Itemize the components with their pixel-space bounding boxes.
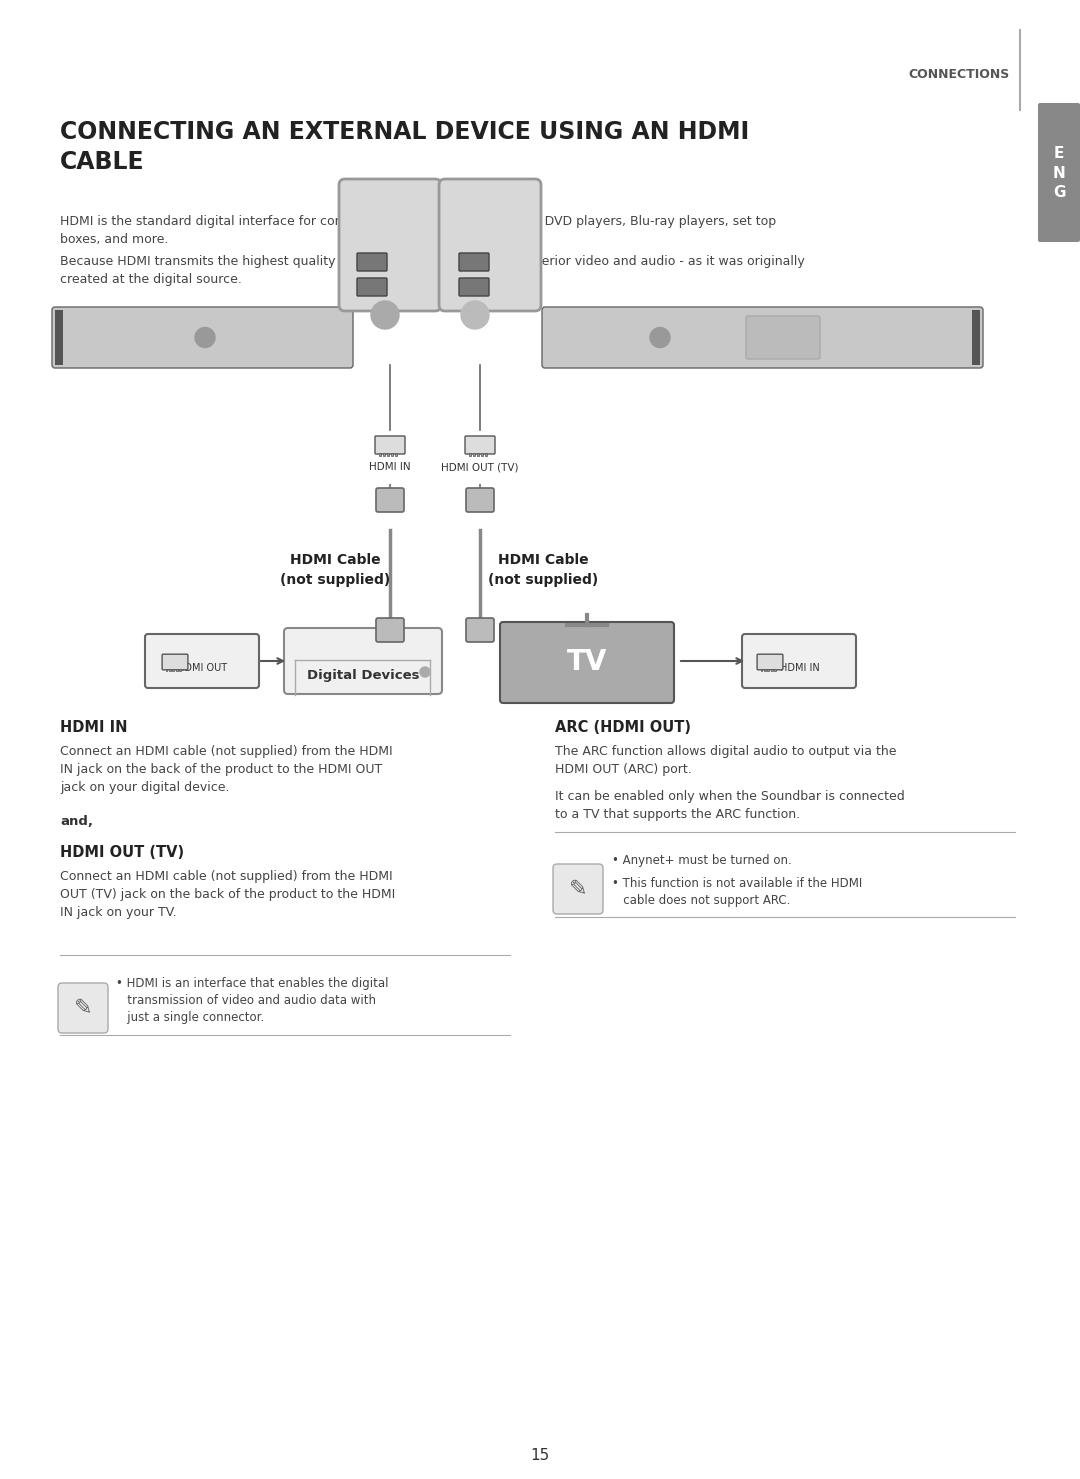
Bar <box>170 669 171 671</box>
Text: HDMI IN: HDMI IN <box>369 461 410 472</box>
Bar <box>764 669 766 671</box>
Bar <box>379 453 381 456</box>
Text: Connect an HDMI cable (not supplied) from the HDMI
IN jack on the back of the pr: Connect an HDMI cable (not supplied) fro… <box>60 745 393 794</box>
FancyBboxPatch shape <box>376 488 404 512</box>
FancyBboxPatch shape <box>972 311 980 365</box>
FancyBboxPatch shape <box>375 436 405 454</box>
Bar <box>383 453 384 456</box>
FancyBboxPatch shape <box>145 634 259 688</box>
FancyBboxPatch shape <box>465 618 494 642</box>
FancyBboxPatch shape <box>52 308 353 368</box>
Text: HDMI IN: HDMI IN <box>780 663 820 673</box>
Bar <box>768 669 769 671</box>
Text: 15: 15 <box>530 1448 550 1463</box>
Text: TV: TV <box>567 648 607 676</box>
FancyBboxPatch shape <box>357 253 387 271</box>
Text: and,: and, <box>60 815 93 828</box>
FancyBboxPatch shape <box>438 179 541 311</box>
Text: It can be enabled only when the Soundbar is connected
to a TV that supports the : It can be enabled only when the Soundbar… <box>555 790 905 821</box>
Text: HDMI OUT: HDMI OUT <box>177 663 227 673</box>
Bar <box>176 669 177 671</box>
FancyBboxPatch shape <box>500 623 674 703</box>
Text: HDMI OUT (TV): HDMI OUT (TV) <box>60 845 184 859</box>
FancyBboxPatch shape <box>58 984 108 1032</box>
Text: • This function is not available if the HDMI
   cable does not support ARC.: • This function is not available if the … <box>612 877 862 907</box>
Text: HDMI Cable
(not supplied): HDMI Cable (not supplied) <box>280 553 390 587</box>
FancyBboxPatch shape <box>553 864 603 914</box>
Text: HDMI IN: HDMI IN <box>60 720 127 735</box>
Text: HDMI is the standard digital interface for connecting to such TVs, projectors, D: HDMI is the standard digital interface f… <box>60 214 777 246</box>
Bar <box>473 453 475 456</box>
FancyBboxPatch shape <box>55 311 63 365</box>
FancyBboxPatch shape <box>742 634 856 688</box>
Bar <box>485 453 487 456</box>
Circle shape <box>195 327 215 348</box>
Bar <box>774 669 775 671</box>
FancyBboxPatch shape <box>1038 104 1080 243</box>
FancyBboxPatch shape <box>339 179 441 311</box>
Bar <box>469 453 471 456</box>
Bar <box>760 669 762 671</box>
FancyBboxPatch shape <box>465 488 494 512</box>
Text: CONNECTING AN EXTERNAL DEVICE USING AN HDMI
CABLE: CONNECTING AN EXTERNAL DEVICE USING AN H… <box>60 120 750 173</box>
Text: HDMI Cable
(not supplied): HDMI Cable (not supplied) <box>488 553 598 587</box>
Text: E
N
G: E N G <box>1053 146 1065 200</box>
Bar <box>391 453 393 456</box>
Text: The ARC function allows digital audio to output via the
HDMI OUT (ARC) port.: The ARC function allows digital audio to… <box>555 745 896 776</box>
Bar <box>771 669 772 671</box>
Bar <box>477 453 480 456</box>
FancyBboxPatch shape <box>357 278 387 296</box>
FancyBboxPatch shape <box>757 654 783 670</box>
Circle shape <box>372 302 399 328</box>
FancyBboxPatch shape <box>746 317 820 359</box>
Circle shape <box>650 327 670 348</box>
Text: Digital Devices: Digital Devices <box>307 669 419 682</box>
FancyBboxPatch shape <box>542 308 983 368</box>
Bar <box>481 453 483 456</box>
Circle shape <box>461 302 489 328</box>
Text: HDMI OUT (TV): HDMI OUT (TV) <box>442 461 518 472</box>
Circle shape <box>420 667 430 677</box>
Bar <box>173 669 174 671</box>
FancyBboxPatch shape <box>376 618 404 642</box>
Bar <box>179 669 181 671</box>
Text: • Anynet+ must be turned on.: • Anynet+ must be turned on. <box>612 853 792 867</box>
Text: ✎: ✎ <box>569 879 588 899</box>
Text: ✎: ✎ <box>73 998 92 1018</box>
Text: Connect an HDMI cable (not supplied) from the HDMI
OUT (TV) jack on the back of : Connect an HDMI cable (not supplied) fro… <box>60 870 395 918</box>
FancyBboxPatch shape <box>284 629 442 694</box>
Text: • HDMI is an interface that enables the digital
   transmission of video and aud: • HDMI is an interface that enables the … <box>116 978 389 1023</box>
FancyBboxPatch shape <box>459 253 489 271</box>
FancyBboxPatch shape <box>162 654 188 670</box>
Text: CONNECTIONS: CONNECTIONS <box>908 68 1010 81</box>
Text: ARC (HDMI OUT): ARC (HDMI OUT) <box>555 720 691 735</box>
Bar <box>165 669 167 671</box>
FancyBboxPatch shape <box>459 278 489 296</box>
Bar <box>387 453 389 456</box>
FancyBboxPatch shape <box>465 436 495 454</box>
Bar <box>395 453 397 456</box>
Text: Because HDMI transmits the highest quality digital signal, you can enjoy superio: Because HDMI transmits the highest quali… <box>60 254 805 285</box>
